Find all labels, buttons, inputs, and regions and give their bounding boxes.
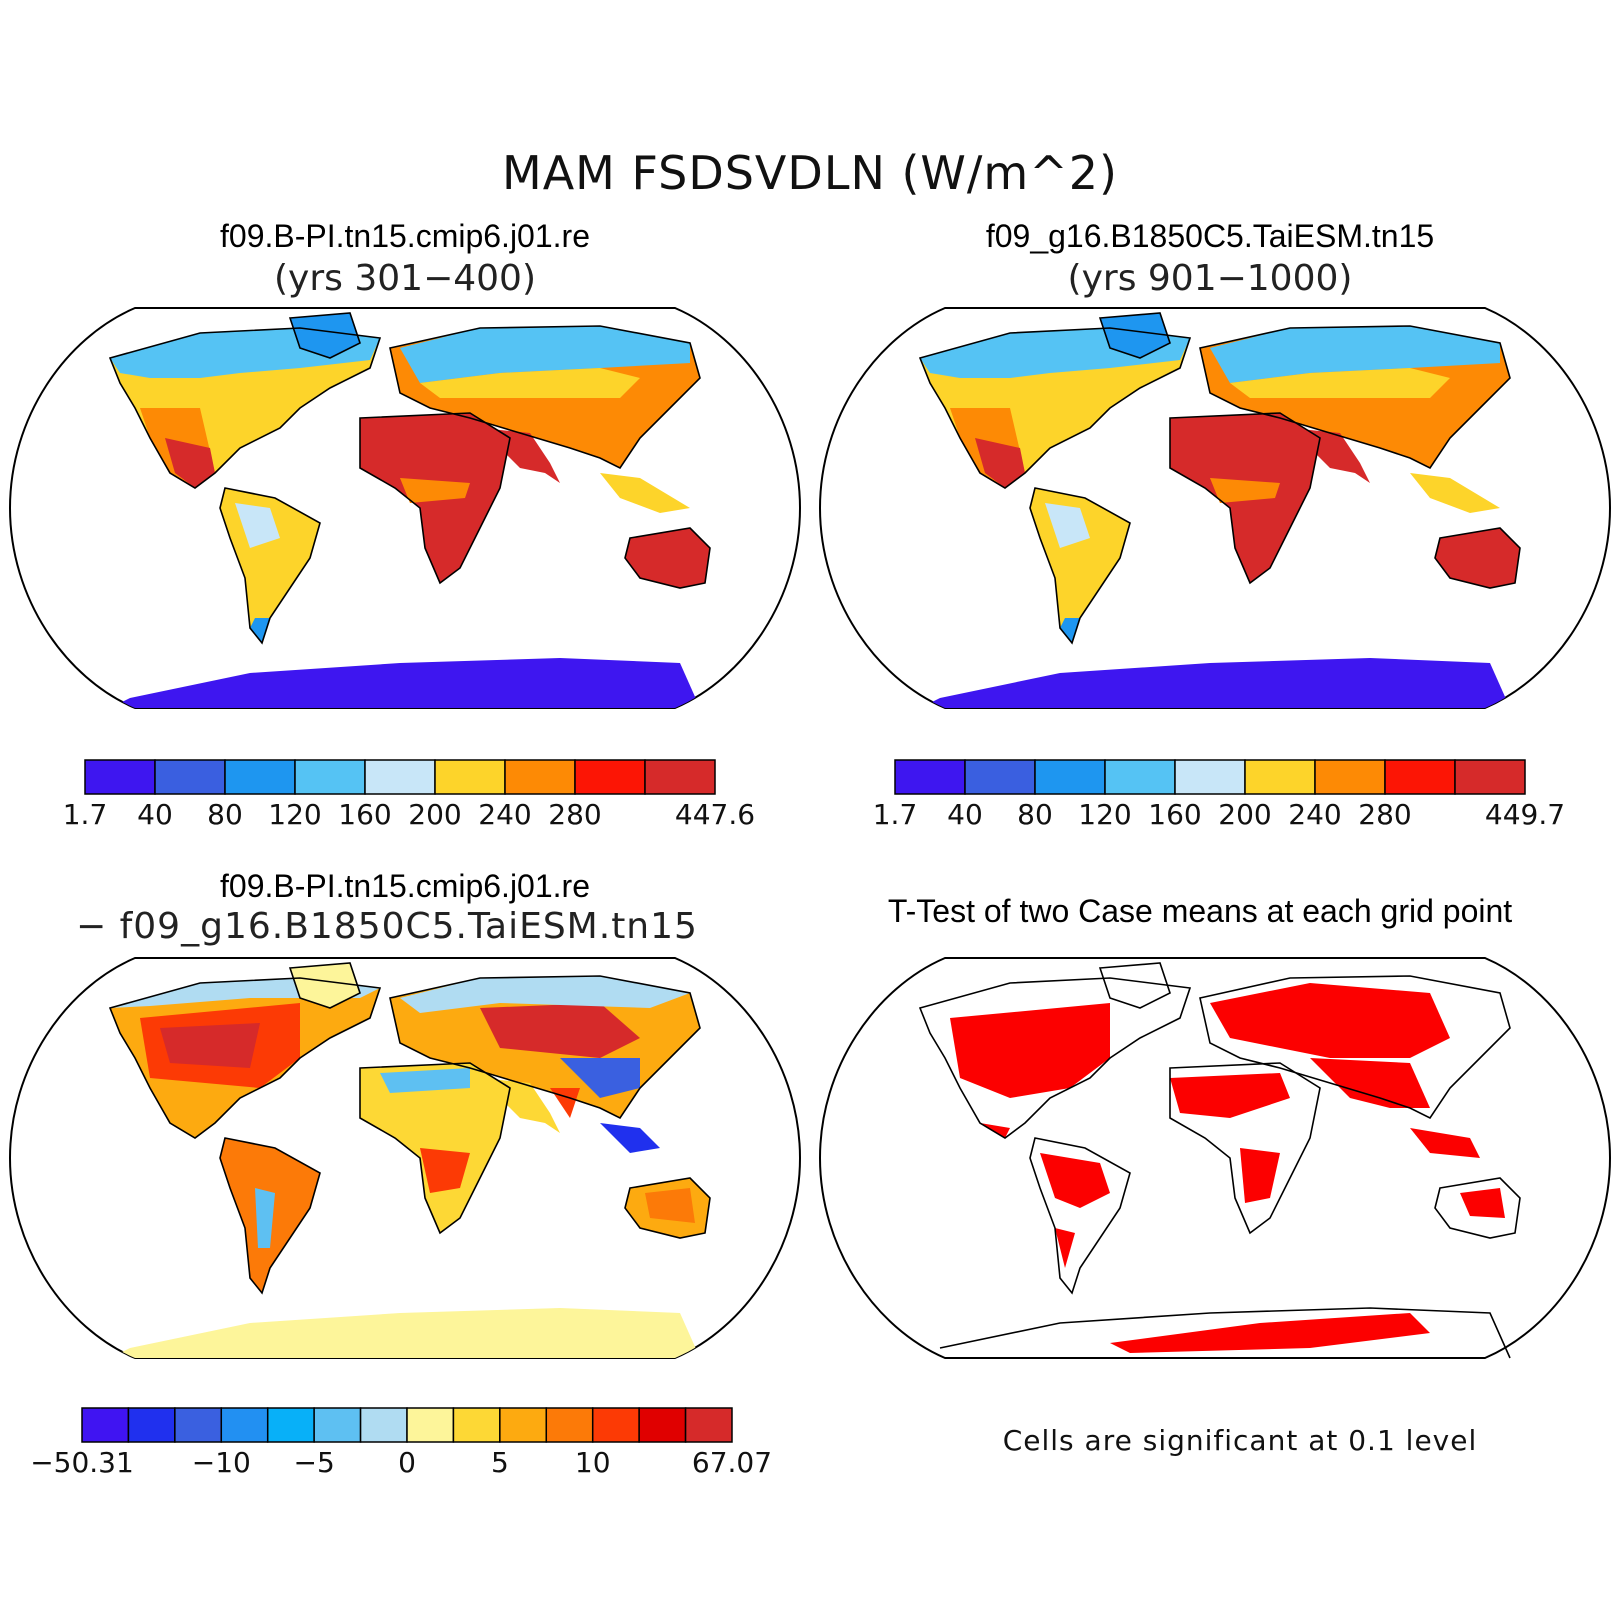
colorbar-box xyxy=(1104,759,1176,795)
colorbar-label: −10 xyxy=(192,1446,251,1479)
colorbar-label: 160 xyxy=(338,798,391,831)
colorbar-box xyxy=(504,759,576,795)
colorbar-label: 200 xyxy=(408,798,461,831)
colorbar-box xyxy=(1454,759,1526,795)
colorbar-label: 120 xyxy=(268,798,321,831)
colorbar-box xyxy=(174,1407,223,1443)
colorbar-box xyxy=(684,1407,733,1443)
colorbar-box xyxy=(127,1407,176,1443)
colorbar-box xyxy=(434,759,506,795)
sig-south-america xyxy=(1040,1153,1110,1208)
colorbar-label: −5 xyxy=(294,1446,335,1479)
antarctica xyxy=(920,658,1510,708)
colorbar-box xyxy=(591,1407,640,1443)
colorbar-box xyxy=(1174,759,1246,795)
colorbar-box xyxy=(1244,759,1316,795)
colorbar-label: 0 xyxy=(398,1446,416,1479)
colorbar-box xyxy=(894,759,966,795)
australia xyxy=(1435,528,1520,588)
colorbar-box xyxy=(266,1407,315,1443)
colorbar-label: 80 xyxy=(207,798,243,831)
figure-title: MAM FSDSVDLN (W/m^2) xyxy=(502,146,1118,200)
diff-colorbar: −50.31 −10 −5 0 5 10 67.07 xyxy=(30,1407,772,1479)
diff-subtitle: − f09_g16.B1850C5.TaiESM.tn15 xyxy=(76,906,698,947)
colorbar-label: 240 xyxy=(478,798,531,831)
colorbar-box xyxy=(499,1407,548,1443)
case1-title: f09.B-PI.tn15.cmip6.j01.re xyxy=(220,218,590,254)
case1-colorbar: 1.7 40 80 120 160 200 240 280 447.6 xyxy=(63,759,755,831)
colorbar-box xyxy=(1384,759,1456,795)
africa xyxy=(360,1063,510,1233)
sig-africa xyxy=(1170,1073,1290,1118)
colorbar-box xyxy=(964,759,1036,795)
case2-map xyxy=(818,307,1612,709)
colorbar-box xyxy=(638,1407,687,1443)
case2-colorbar: 1.7 40 80 120 160 200 240 280 449.7 xyxy=(873,759,1565,831)
colorbar-label: 80 xyxy=(1017,798,1053,831)
colorbar-box xyxy=(574,759,646,795)
antarctica xyxy=(110,1308,700,1358)
sig-antarctica xyxy=(1110,1313,1430,1353)
colorbar-box xyxy=(81,1407,130,1443)
case2-title: f09_g16.B1850C5.TaiESM.tn15 xyxy=(985,218,1435,254)
colorbar-box xyxy=(294,759,366,795)
colorbar-box xyxy=(1314,759,1386,795)
map-frame xyxy=(818,957,1612,1359)
antarctica xyxy=(110,658,700,708)
colorbar-box xyxy=(452,1407,501,1443)
colorbar-box xyxy=(359,1407,408,1443)
colorbar-label: 200 xyxy=(1218,798,1271,831)
colorbar-label: 280 xyxy=(1358,798,1411,831)
case2-years: (yrs 901−1000) xyxy=(1067,258,1353,299)
colorbar-box xyxy=(84,759,156,795)
colorbar-box xyxy=(644,759,716,795)
colorbar-label: −50.31 xyxy=(30,1446,134,1479)
colorbar-box xyxy=(313,1407,362,1443)
colorbar-label: 40 xyxy=(947,798,983,831)
colorbar-box xyxy=(406,1407,455,1443)
colorbar-label: 67.07 xyxy=(692,1446,772,1479)
colorbar-label: 160 xyxy=(1148,798,1201,831)
significance-note: Cells are significant at 0.1 level xyxy=(1002,1424,1478,1457)
colorbar-label: 1.7 xyxy=(63,798,108,831)
colorbar-label: 120 xyxy=(1078,798,1131,831)
case1-years: (yrs 301−400) xyxy=(274,258,536,299)
ttest-map xyxy=(818,957,1612,1359)
colorbar-box xyxy=(154,759,226,795)
colorbar-label: 449.7 xyxy=(1485,798,1565,831)
colorbar-label: 1.7 xyxy=(873,798,918,831)
colorbar-box xyxy=(545,1407,594,1443)
ttest-title: T-Test of two Case means at each grid po… xyxy=(887,893,1513,929)
colorbar-label: 447.6 xyxy=(675,798,755,831)
sig-eurasia xyxy=(1210,983,1450,1058)
colorbar-box xyxy=(1034,759,1106,795)
sig-australia xyxy=(1460,1188,1505,1218)
case1-map xyxy=(8,307,802,709)
colorbar-label: 240 xyxy=(1288,798,1341,831)
australia xyxy=(625,528,710,588)
diff-title: f09.B-PI.tn15.cmip6.j01.re xyxy=(220,868,590,904)
colorbar-box xyxy=(224,759,296,795)
colorbar-box xyxy=(364,759,436,795)
colorbar-label: 40 xyxy=(137,798,173,831)
sig-north-america xyxy=(950,1003,1110,1098)
colorbar-label: 10 xyxy=(575,1446,611,1479)
colorbar-label: 5 xyxy=(491,1446,509,1479)
diff-map xyxy=(8,957,802,1359)
colorbar-box xyxy=(220,1407,269,1443)
colorbar-label: 280 xyxy=(548,798,601,831)
